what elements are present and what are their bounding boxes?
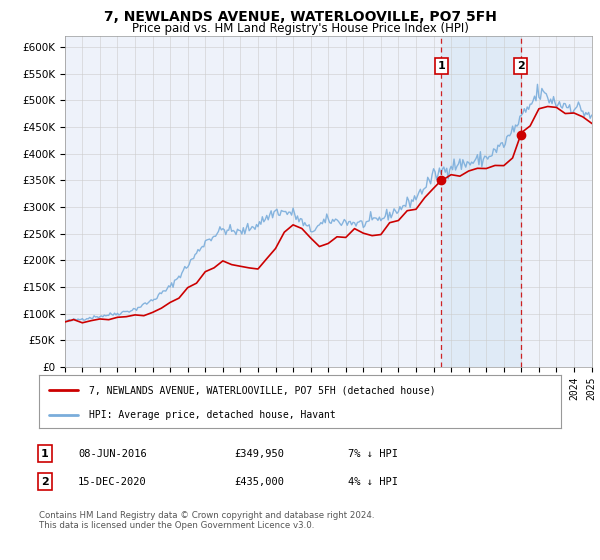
Text: This data is licensed under the Open Government Licence v3.0.: This data is licensed under the Open Gov…	[39, 521, 314, 530]
Text: 4% ↓ HPI: 4% ↓ HPI	[348, 477, 398, 487]
Text: 1: 1	[437, 61, 445, 71]
Text: 7, NEWLANDS AVENUE, WATERLOOVILLE, PO7 5FH: 7, NEWLANDS AVENUE, WATERLOOVILLE, PO7 5…	[104, 10, 496, 24]
Text: 1: 1	[41, 449, 49, 459]
Text: 08-JUN-2016: 08-JUN-2016	[78, 449, 147, 459]
Bar	[441, 36, 521, 367]
Text: 7% ↓ HPI: 7% ↓ HPI	[348, 449, 398, 459]
Text: Price paid vs. HM Land Registry's House Price Index (HPI): Price paid vs. HM Land Registry's House …	[131, 22, 469, 35]
Text: 15-DEC-2020: 15-DEC-2020	[78, 477, 147, 487]
Text: £349,950: £349,950	[234, 449, 284, 459]
Text: 7, NEWLANDS AVENUE, WATERLOOVILLE, PO7 5FH (detached house): 7, NEWLANDS AVENUE, WATERLOOVILLE, PO7 5…	[89, 385, 435, 395]
Text: 2: 2	[517, 61, 524, 71]
Text: Contains HM Land Registry data © Crown copyright and database right 2024.: Contains HM Land Registry data © Crown c…	[39, 511, 374, 520]
Text: £435,000: £435,000	[234, 477, 284, 487]
Text: HPI: Average price, detached house, Havant: HPI: Average price, detached house, Hava…	[89, 410, 335, 420]
Text: 2: 2	[41, 477, 49, 487]
